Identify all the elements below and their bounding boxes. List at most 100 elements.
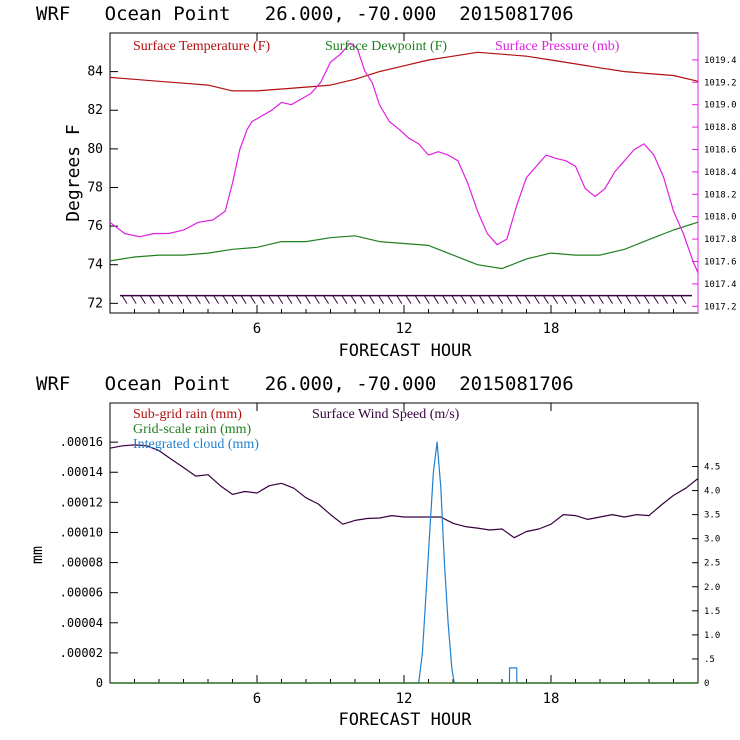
right-tick-label: 0 bbox=[704, 679, 709, 689]
wind-barb bbox=[579, 295, 586, 304]
wind-barb bbox=[240, 295, 247, 304]
right-tick-label: .5 bbox=[704, 655, 715, 665]
wind-barb bbox=[662, 295, 668, 304]
wind-barb bbox=[552, 295, 559, 304]
wind-barb bbox=[488, 295, 494, 304]
wind-barb bbox=[680, 295, 687, 304]
wind-barb bbox=[451, 295, 458, 304]
right-tick-label: 1019.0 bbox=[704, 101, 737, 111]
wind-barb bbox=[213, 295, 220, 304]
right-tick-label: 1.5 bbox=[704, 607, 720, 617]
wind-barb bbox=[378, 295, 384, 304]
wind-barb bbox=[204, 295, 210, 304]
top-chart-title: WRF Ocean Point 26.000, -70.000 20150817… bbox=[36, 3, 574, 25]
bottom-series-lines bbox=[109, 441, 699, 684]
wind-barb bbox=[607, 295, 613, 304]
integrated-cloud-mm-line bbox=[110, 441, 698, 684]
wind-barbs bbox=[120, 294, 692, 304]
left-tick-label: .00006 bbox=[60, 586, 103, 600]
bottom-right-axis-ticks: 0 .5 1.0 1.5 2.0 2.5 3.0 3.5 4.0 4.5 bbox=[692, 403, 720, 689]
right-tick-label: 3.5 bbox=[704, 511, 720, 521]
wind-barb bbox=[515, 295, 522, 304]
wind-barb bbox=[405, 295, 412, 304]
top-x-axis-ticks: 6 12 18 bbox=[134, 33, 674, 337]
bottom-x-axis-ticks: 6 12 18 bbox=[134, 403, 674, 707]
wind-barb bbox=[268, 295, 275, 304]
wind-barb bbox=[350, 295, 357, 304]
wind-barb bbox=[185, 295, 192, 304]
legend-grid-scale-rain: Grid-scale rain (mm) bbox=[133, 422, 252, 437]
left-tick-label: .00012 bbox=[60, 495, 103, 509]
right-tick-label: 1.0 bbox=[704, 631, 720, 641]
right-tick-label: 1017.6 bbox=[704, 257, 737, 267]
wind-barb bbox=[194, 295, 201, 304]
wind-barb bbox=[341, 295, 348, 304]
left-tick-label: .00014 bbox=[60, 465, 103, 479]
wind-barb bbox=[533, 295, 540, 304]
wind-barb bbox=[634, 295, 641, 304]
wind-barb bbox=[570, 295, 577, 304]
left-tick-label: 82 bbox=[87, 103, 103, 118]
right-tick-label: 1019.2 bbox=[704, 78, 737, 88]
wind-barb bbox=[249, 295, 256, 304]
left-tick-label: 0 bbox=[96, 676, 103, 690]
wind-barb bbox=[121, 295, 128, 304]
bottom-y-axis-label: mm bbox=[28, 546, 46, 564]
right-tick-label: 2.5 bbox=[704, 559, 720, 569]
wind-barb bbox=[368, 295, 375, 304]
precipitation-panel: WRF Ocean Point 26.000, -70.000 20150817… bbox=[28, 373, 720, 730]
surface-temperature-f-line bbox=[109, 51, 699, 92]
left-tick-label: .00002 bbox=[60, 646, 103, 660]
wind-barb bbox=[625, 295, 632, 304]
left-tick-label: .00010 bbox=[60, 525, 103, 539]
x-tick-label: 6 bbox=[253, 321, 261, 337]
wind-barb bbox=[561, 295, 568, 304]
wind-barb bbox=[387, 295, 394, 304]
temperature-panel: WRF Ocean Point 26.000, -70.000 20150817… bbox=[36, 3, 737, 361]
left-tick-label: 80 bbox=[87, 142, 103, 157]
wind-barb bbox=[231, 295, 238, 304]
wind-barb bbox=[442, 295, 449, 304]
x-tick-label: 18 bbox=[543, 321, 560, 337]
right-tick-label: 3.0 bbox=[704, 535, 720, 545]
left-tick-label: 72 bbox=[87, 296, 103, 311]
surface-dewpoint-f-line bbox=[109, 221, 699, 270]
surface-wind-speed-m-s-line bbox=[109, 444, 699, 539]
wind-barb bbox=[433, 295, 439, 304]
wind-barb bbox=[295, 295, 302, 304]
right-tick-label: 2.0 bbox=[704, 583, 720, 593]
left-tick-label: 84 bbox=[87, 65, 103, 80]
right-tick-label: 1017.2 bbox=[704, 302, 737, 312]
wind-barb bbox=[139, 295, 146, 304]
x-tick-label: 12 bbox=[396, 691, 413, 707]
right-tick-label: 4.5 bbox=[704, 463, 720, 473]
legend-surface-dewpoint: Surface Dewpoint (F) bbox=[325, 39, 447, 54]
wind-barb bbox=[176, 295, 183, 304]
left-tick-label: 76 bbox=[87, 219, 103, 234]
wind-barb bbox=[423, 295, 430, 304]
wind-barb bbox=[542, 295, 549, 304]
right-tick-label: 1018.8 bbox=[704, 123, 737, 133]
wind-barb bbox=[588, 295, 595, 304]
wind-barb bbox=[222, 295, 229, 304]
right-tick-label: 1018.6 bbox=[704, 145, 737, 155]
bottom-x-axis-label: FORECAST HOUR bbox=[338, 710, 472, 730]
x-tick-label: 6 bbox=[253, 691, 261, 707]
wind-barb bbox=[258, 295, 265, 304]
wind-barb bbox=[524, 295, 531, 304]
bottom-plot-frame bbox=[109, 402, 699, 684]
left-tick-label: 74 bbox=[87, 258, 103, 273]
right-tick-label: 1018.4 bbox=[704, 168, 737, 178]
wind-barb bbox=[478, 295, 485, 304]
wind-barb bbox=[497, 295, 504, 304]
bottom-left-axis-ticks: 0 .00002 .00004 .00006 .00008 .00010 .00012 .00… bbox=[60, 435, 118, 690]
top-x-axis-label: FORECAST HOUR bbox=[338, 341, 472, 361]
wind-barb bbox=[414, 295, 421, 304]
wind-barb bbox=[286, 295, 293, 304]
surface-pressure-mb-line bbox=[109, 42, 699, 273]
right-tick-label: 1019.4 bbox=[704, 56, 737, 66]
left-tick-label: 78 bbox=[87, 180, 103, 195]
left-tick-label: .00008 bbox=[60, 556, 103, 570]
wind-barb bbox=[323, 295, 329, 304]
x-tick-label: 18 bbox=[543, 691, 560, 707]
